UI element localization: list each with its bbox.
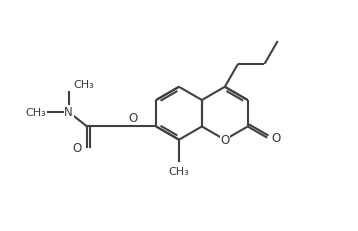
Text: CH₃: CH₃ (169, 166, 189, 176)
Text: O: O (73, 142, 82, 155)
Text: O: O (271, 132, 281, 145)
Text: CH₃: CH₃ (74, 80, 95, 90)
Text: N: N (64, 106, 73, 119)
Text: O: O (220, 134, 229, 146)
Text: O: O (129, 112, 138, 125)
Text: CH₃: CH₃ (25, 107, 45, 117)
